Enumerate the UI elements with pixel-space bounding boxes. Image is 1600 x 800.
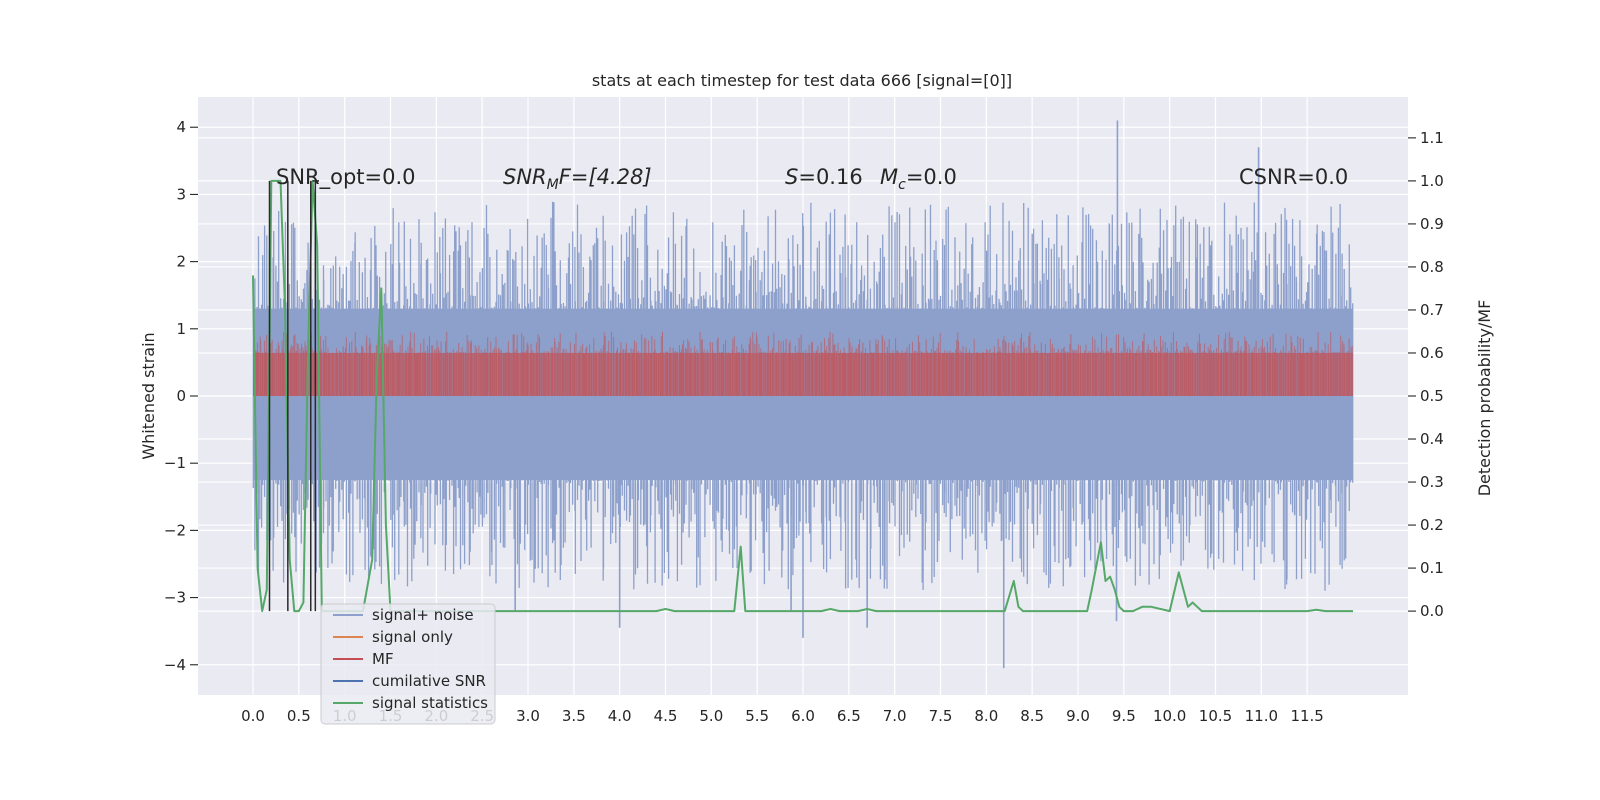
x-tick-label: 11.0 (1245, 707, 1278, 725)
right-tick-label: 0.3 (1420, 473, 1444, 491)
left-tick-label: 2 (176, 253, 186, 271)
vertical-markers (268, 180, 319, 612)
x-tick-label: 0.5 (287, 707, 311, 725)
x-tick-label: 10.5 (1199, 707, 1232, 725)
right-tick-label: 1.0 (1420, 172, 1444, 190)
annotation-csnr: CSNR=0.0 (1239, 165, 1348, 189)
mf-series (253, 331, 1353, 396)
annotation-snr-opt: SNR_opt=0.0 (276, 165, 416, 190)
signal-statistics-line (252, 179, 1353, 613)
x-tick-label: 4.5 (654, 707, 678, 725)
annotation-snr-mf-rest: F=[4.28] (559, 165, 652, 189)
right-tick-label: 0.8 (1420, 258, 1444, 276)
right-tick-label: 0.0 (1420, 602, 1444, 620)
x-tick-label: 3.5 (562, 707, 586, 725)
right-tick-label: 1.1 (1420, 129, 1444, 147)
right-tick-label: 0.4 (1420, 430, 1444, 448)
left-tick-label: −4 (164, 656, 186, 674)
left-axis-label: Whitened strain (139, 332, 158, 459)
x-tick-label: 11.5 (1290, 707, 1323, 725)
x-tick-label: 6.5 (837, 707, 861, 725)
left-tick-label: −2 (164, 521, 186, 539)
left-tick-label: 4 (176, 118, 186, 136)
left-tick-label: −1 (164, 454, 186, 472)
legend: signal+ noise signal only MF cumilative SNR… (320, 603, 496, 725)
annotation-s-value: =0.16 (798, 165, 862, 189)
annotation-snr-mf-main: SNR (503, 165, 547, 189)
annotation-mc: Mc=0.0 (880, 165, 957, 193)
left-tick-label: 3 (176, 185, 186, 203)
annotation-s-label: S (785, 165, 798, 189)
x-tick-label: 8.5 (1020, 707, 1044, 725)
right-tick-label: 0.7 (1420, 301, 1444, 319)
x-tick-label: 5.0 (699, 707, 723, 725)
right-axis-ticks: 1.1 1.0 0.9 0.8 0.7 0.6 0.5 0.4 0.3 0.2 0.1 0.0 (1408, 129, 1444, 620)
left-tick-label: 1 (176, 320, 186, 338)
left-tick-label: 0 (176, 387, 186, 405)
x-tick-label: 7.0 (883, 707, 907, 725)
x-tick-label: 5.5 (745, 707, 769, 725)
annotation-mc-value: =0.0 (906, 165, 957, 189)
right-axis-label: Detection probability/MF (1475, 300, 1494, 497)
signal-statistics-series (252, 179, 1353, 613)
x-tick-label: 4.0 (608, 707, 632, 725)
annotation-mc-sub: c (898, 177, 906, 193)
right-tick-label: 0.2 (1420, 516, 1444, 534)
x-tick-label: 0.0 (241, 707, 265, 725)
annotation-snr-mf: SNRMF=[4.28] (503, 165, 652, 193)
chart-title: stats at each timestep for test data 666… (592, 71, 1012, 90)
right-tick-label: 0.6 (1420, 344, 1444, 362)
x-tick-label: 3.0 (516, 707, 540, 725)
legend-entry-label: signal+ noise (372, 606, 474, 624)
x-tick-label: 6.0 (791, 707, 815, 725)
left-axis-ticks: 4 3 2 1 0 −1 −2 −3 −4 (164, 118, 198, 674)
x-tick-label: 7.5 (929, 707, 953, 725)
annotation-s-stat: S=0.16 (785, 165, 863, 189)
legend-entry-label: cumilative SNR (372, 672, 486, 690)
annotation-mc-main: M (880, 165, 898, 189)
x-tick-label: 8.0 (974, 707, 998, 725)
legend-entry-label: signal statistics (372, 694, 488, 712)
annotation-snr-mf-sub: M (547, 177, 559, 193)
x-tick-label: 9.0 (1066, 707, 1090, 725)
legend-entry-label: MF (372, 650, 394, 668)
legend-entry-label: signal only (372, 628, 453, 646)
x-tick-label: 10.0 (1153, 707, 1186, 725)
right-tick-label: 0.9 (1420, 215, 1444, 233)
legend-box (320, 603, 496, 725)
right-tick-label: 0.1 (1420, 559, 1444, 577)
left-tick-label: −3 (164, 589, 186, 607)
plot-area (198, 97, 1408, 695)
right-tick-label: 0.5 (1420, 387, 1444, 405)
x-tick-label: 9.5 (1112, 707, 1136, 725)
